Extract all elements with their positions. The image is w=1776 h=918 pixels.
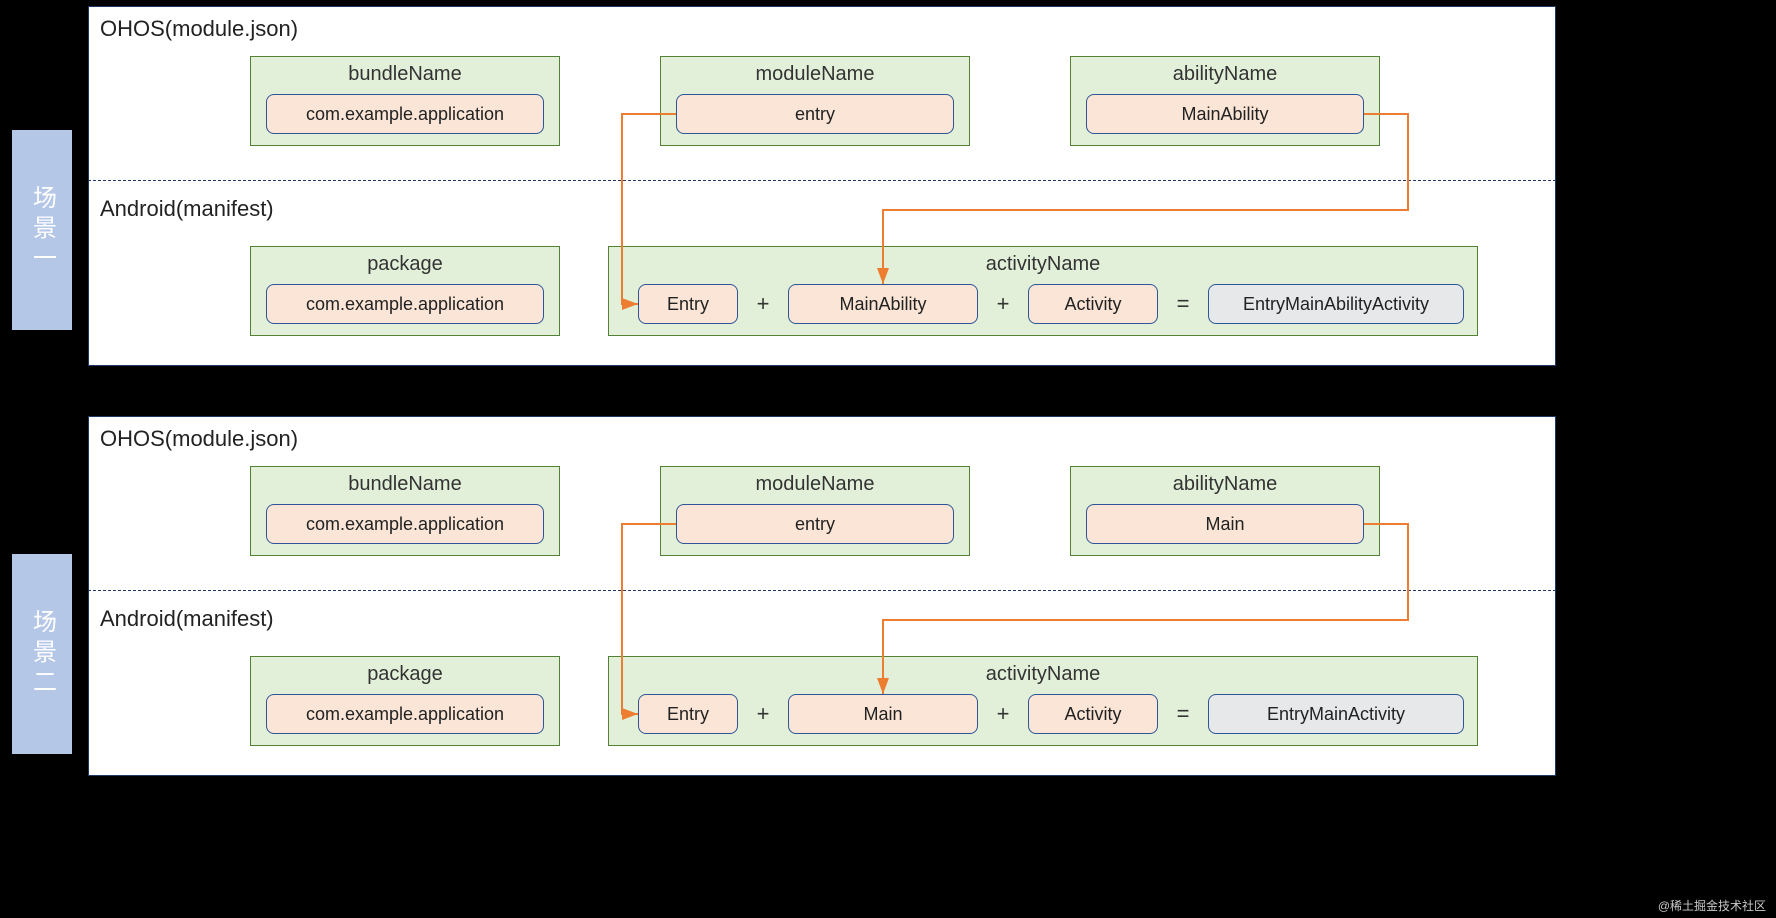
group-title: package [251,663,559,686]
value-pill: com.example.application [266,504,544,544]
scenario-label: 场景一 [12,130,72,330]
value-pill: com.example.application [266,94,544,134]
operator: + [748,694,778,734]
value-pill: MainAbility [788,284,978,324]
value-pill: EntryMainAbilityActivity [1208,284,1464,324]
value-pill: com.example.application [266,694,544,734]
group-title: abilityName [1071,63,1379,86]
watermark: @稀土掘金技术社区 [1658,897,1766,914]
value-pill: Entry [638,694,738,734]
panel-separator [88,180,1556,181]
value-pill: entry [676,94,954,134]
group-title: activityName [609,663,1477,686]
value-pill: MainAbility [1086,94,1364,134]
section-title: Android(manifest) [100,196,274,222]
value-pill: Activity [1028,284,1158,324]
value-pill: Main [1086,504,1364,544]
value-pill: Activity [1028,694,1158,734]
operator: + [988,694,1018,734]
operator: + [748,284,778,324]
operator: + [988,284,1018,324]
value-pill: entry [676,504,954,544]
group-title: bundleName [251,473,559,496]
value-pill: EntryMainActivity [1208,694,1464,734]
operator: = [1168,694,1198,734]
group-title: moduleName [661,63,969,86]
value-pill: Entry [638,284,738,324]
panel-separator [88,590,1556,591]
scenario-label: 场景二 [12,554,72,754]
operator: = [1168,284,1198,324]
value-pill: Main [788,694,978,734]
group-title: activityName [609,253,1477,276]
section-title: Android(manifest) [100,606,274,632]
value-pill: com.example.application [266,284,544,324]
group-title: package [251,253,559,276]
section-title: OHOS(module.json) [100,426,298,452]
section-title: OHOS(module.json) [100,16,298,42]
group-title: moduleName [661,473,969,496]
group-title: abilityName [1071,473,1379,496]
group-title: bundleName [251,63,559,86]
